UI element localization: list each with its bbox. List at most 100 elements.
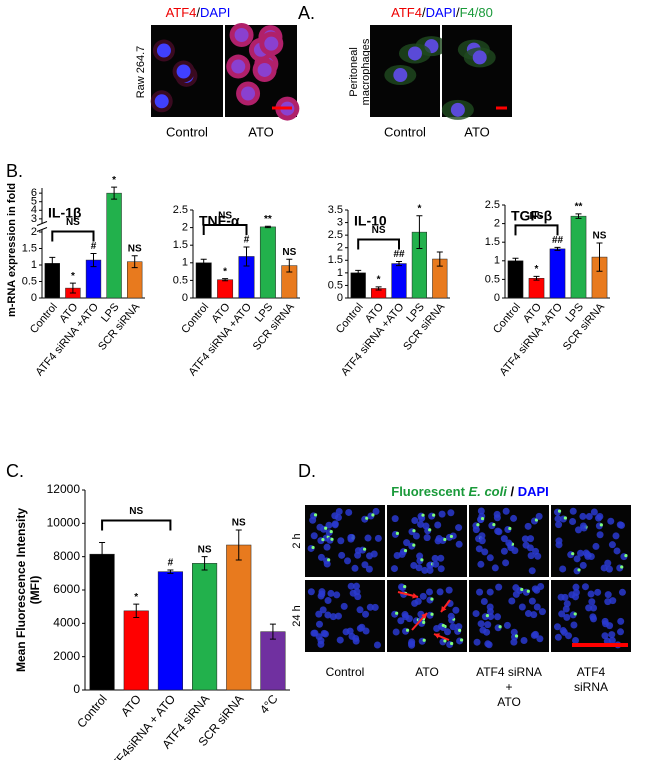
y-tick-label: 1.5 (173, 239, 188, 251)
nucleus (472, 610, 480, 618)
nucleus (530, 611, 538, 619)
nucleus (553, 623, 561, 631)
nucleus (572, 636, 580, 644)
nucleus (325, 521, 333, 529)
nucleus (559, 565, 567, 573)
bacteria (573, 612, 577, 616)
stain: ATF4 (391, 5, 422, 20)
bar (89, 553, 115, 691)
nucleus (558, 610, 566, 618)
column-label: Control (326, 665, 365, 679)
nucleus (472, 50, 487, 65)
nucleus (595, 514, 603, 522)
bracket (51, 230, 95, 242)
nucleus (495, 583, 503, 591)
nucleus (563, 613, 571, 621)
error-bar (269, 623, 276, 640)
nucleus (495, 528, 503, 536)
nucleus (366, 603, 374, 611)
nucleus (564, 632, 572, 640)
bacteria (421, 513, 425, 517)
significance-label: ** (264, 214, 272, 225)
nucleus (483, 628, 491, 636)
bar (549, 248, 566, 299)
nucleus (473, 638, 481, 646)
significance-label: NS (128, 243, 142, 254)
y-tick-label: 0 (31, 292, 37, 304)
bacteria (330, 537, 334, 541)
y-tick-label: 0.5 (328, 279, 343, 291)
condition-label: ATO (248, 124, 274, 139)
nucleus (331, 521, 339, 529)
nucleus (344, 557, 352, 565)
nucleus (234, 28, 249, 43)
bar (350, 272, 366, 299)
nucleus (500, 535, 508, 543)
nucleus (606, 622, 614, 630)
nucleus (421, 566, 429, 574)
error-bar (235, 529, 242, 561)
error-bar (264, 225, 271, 229)
cell-label: Raw 264.7 (135, 46, 147, 99)
nucleus (594, 588, 602, 596)
bar (259, 226, 276, 299)
nucleus (333, 591, 341, 599)
nucleus (452, 606, 460, 614)
bacteria (498, 625, 502, 629)
significance-label: # (168, 558, 174, 569)
nucleus (372, 507, 380, 515)
error-bar (512, 257, 519, 264)
nucleus (393, 68, 408, 83)
nucleus (494, 613, 502, 621)
nucleus (478, 537, 486, 545)
condition-label: ATO (464, 124, 490, 139)
significance-label: * (377, 275, 381, 286)
bacteria (430, 597, 434, 601)
nucleus (329, 613, 337, 621)
bacteria (430, 612, 434, 616)
bacteria (412, 529, 416, 533)
y-tick-label: 2 (337, 242, 343, 254)
y-tick-label: 6000 (53, 582, 80, 596)
nucleus (447, 509, 455, 517)
nucleus (572, 588, 580, 596)
nucleus (503, 621, 511, 629)
row-label: 2 h (291, 533, 303, 548)
nucleus (445, 586, 453, 594)
nucleus (356, 624, 364, 632)
nucleus (484, 621, 492, 629)
nucleus (425, 588, 433, 596)
y-tick-label: 2 (31, 226, 37, 238)
nucleus (241, 86, 256, 101)
nucleus (582, 549, 590, 557)
nucleus (449, 623, 457, 631)
y-tick-label: 12000 (47, 482, 81, 496)
error-bar (436, 251, 443, 267)
nucleus (264, 36, 279, 51)
nucleus (486, 588, 494, 596)
y-tick-label: 0.5 (485, 273, 500, 285)
title-part: Fluorescent (391, 484, 468, 499)
bar (123, 610, 149, 691)
bacteria (458, 628, 462, 632)
nucleus (257, 62, 272, 77)
y-tick-label: 3 (337, 216, 343, 228)
bacteria (450, 641, 454, 646)
nucleus (604, 559, 612, 567)
nucleus (315, 633, 323, 641)
bacteria (563, 516, 567, 520)
stain-label: ATF4/DAPI (166, 5, 231, 20)
nucleus (315, 620, 323, 628)
error-bar (111, 186, 118, 200)
nucleus (477, 507, 485, 515)
error-bar (596, 242, 603, 272)
nucleus (527, 535, 535, 543)
nucleus (487, 613, 495, 621)
error-bar (222, 278, 229, 282)
error-bar (201, 556, 208, 571)
condition-label: Control (384, 124, 426, 139)
significance-label: NS (282, 247, 296, 258)
bacteria (520, 587, 524, 592)
bracket-label: NS (372, 225, 386, 236)
error-bar (355, 269, 362, 276)
